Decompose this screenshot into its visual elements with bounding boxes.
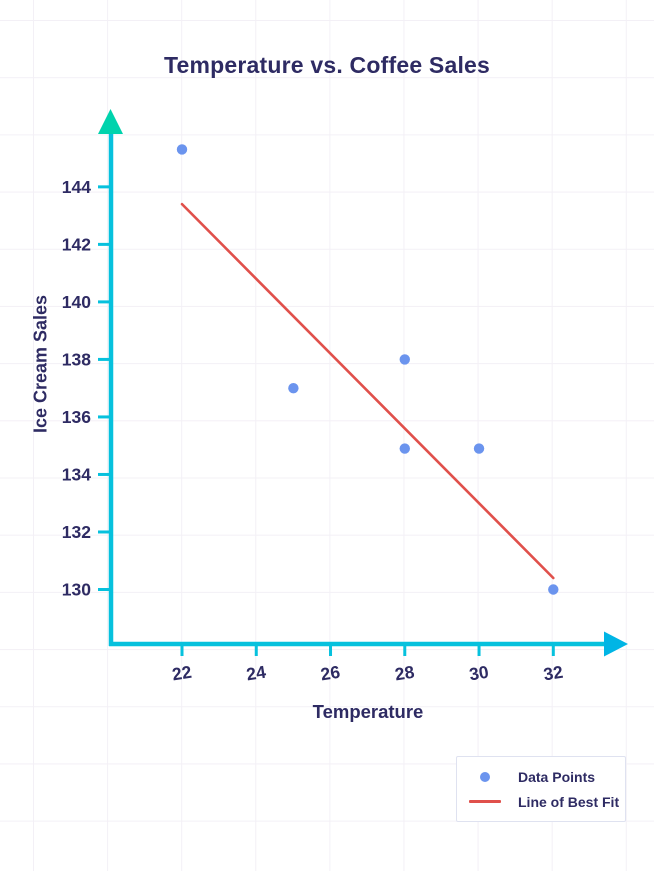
data-point	[399, 443, 410, 454]
y-tick-label: 142	[62, 234, 91, 254]
data-point	[473, 443, 485, 454]
legend-item-label: Data Points	[518, 768, 596, 785]
x-tick-label: 30	[468, 662, 491, 685]
x-tick-label: 28	[393, 662, 416, 685]
x-tick-label: 32	[542, 662, 565, 685]
best-fit-marker-icon	[469, 800, 501, 803]
y-tick-label: 138	[62, 349, 91, 369]
chart-title: Temperature vs. Coffee Sales	[163, 52, 491, 78]
data-point	[288, 382, 299, 394]
y-tick-label: 130	[62, 580, 91, 600]
data-point	[176, 144, 188, 155]
y-axis-label: Ice Cream Sales	[30, 294, 51, 434]
best-fit-line	[180, 202, 555, 580]
x-tick-label: 26	[319, 662, 342, 685]
legend-item-data-points: Data Points	[469, 769, 625, 785]
x-axis-label: Temperature	[312, 701, 424, 722]
y-tick-label: 132	[62, 522, 91, 542]
y-axis-arrow-icon	[98, 109, 123, 134]
y-tick-label: 144	[62, 177, 91, 197]
data-point	[548, 584, 559, 595]
legend: Data Points Line of Best Fit	[456, 756, 626, 822]
data-points-marker-icon	[469, 771, 501, 782]
y-tick-label: 134	[62, 464, 91, 484]
legend-item-best-fit: Line of Best Fit	[469, 794, 625, 810]
data-point	[399, 354, 410, 365]
legend-item-label: Line of Best Fit	[518, 793, 620, 810]
x-axis-arrow-icon	[604, 631, 628, 657]
x-tick-label: 24	[245, 662, 268, 685]
y-tick-label: 136	[62, 407, 91, 427]
y-tick-label: 140	[62, 292, 91, 312]
x-tick-label: 22	[171, 662, 194, 685]
